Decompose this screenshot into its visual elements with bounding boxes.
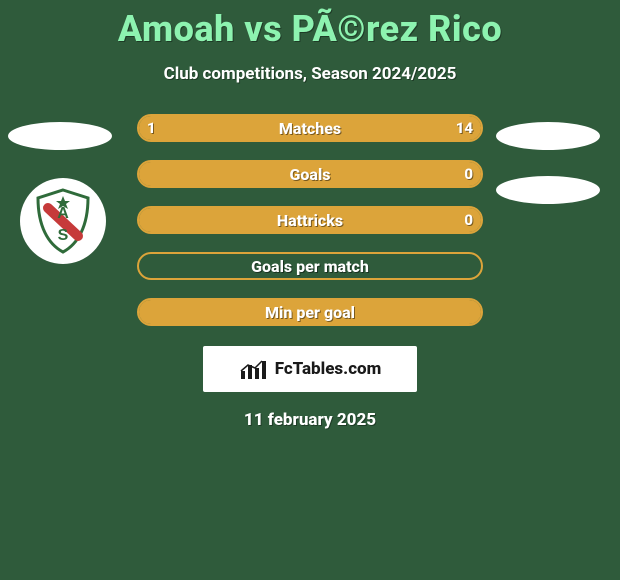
stat-bar-track (137, 298, 483, 326)
player-right-club-placeholder (496, 176, 600, 204)
brand-text: FcTables.com (275, 359, 382, 379)
stat-bar-fill-left (139, 162, 481, 186)
stat-bar-fill-left (139, 116, 162, 140)
svg-text:A: A (57, 205, 69, 222)
page-subtitle: Club competitions, Season 2024/2025 (0, 64, 620, 84)
player-left-avatar-placeholder (8, 122, 112, 150)
stat-bar-track (137, 114, 483, 142)
stat-row: Matches114 (137, 114, 483, 142)
stat-row: Min per goal (137, 298, 483, 326)
shield-icon: A S (28, 186, 98, 256)
stat-bar-fill-right (162, 116, 481, 140)
player-right-avatar-placeholder (496, 122, 600, 150)
stat-bar-fill-left (139, 208, 481, 232)
stat-row: Goals0 (137, 160, 483, 188)
stat-bar-fill-left (139, 300, 481, 324)
stat-bar-track (137, 206, 483, 234)
page-title: Amoah vs PÃ©rez Rico (0, 0, 620, 50)
footer-date: 11 february 2025 (0, 410, 620, 430)
svg-text:S: S (58, 227, 69, 244)
stat-row: Hattricks0 (137, 206, 483, 234)
stat-bar-track (137, 160, 483, 188)
player-left-club-badge: A S (20, 178, 106, 264)
brand-box[interactable]: FcTables.com (203, 346, 417, 392)
stat-bar-track (137, 252, 483, 280)
stat-row: Goals per match (137, 252, 483, 280)
bar-chart-icon (239, 357, 267, 381)
